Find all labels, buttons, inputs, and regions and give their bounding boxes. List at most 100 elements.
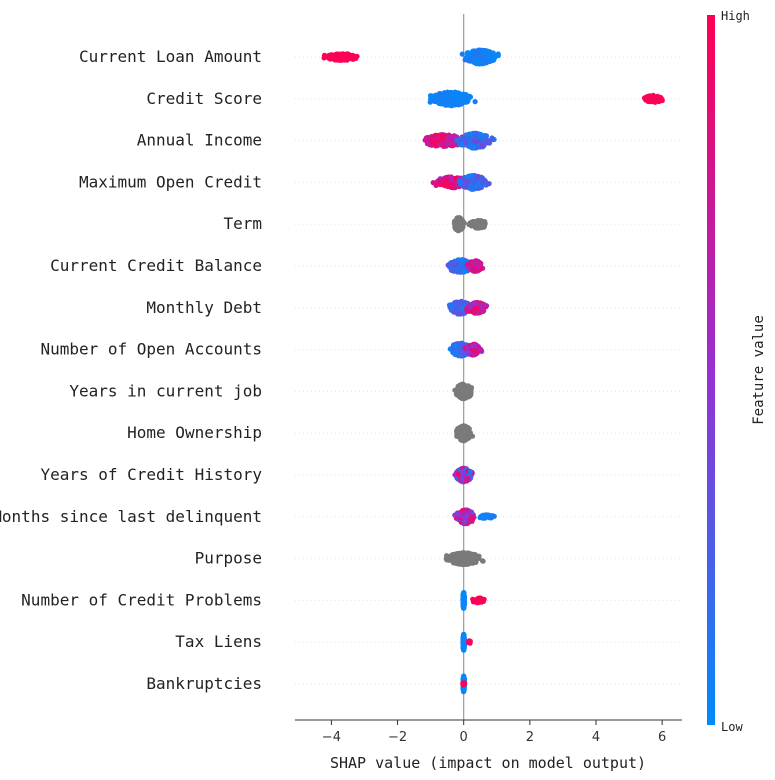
- feature-label: Number of Open Accounts: [40, 340, 262, 359]
- feature-label: Current Credit Balance: [50, 256, 262, 275]
- shap-point: [453, 560, 459, 567]
- feature-row-points: [460, 590, 487, 611]
- feature-label: Tax Liens: [175, 632, 262, 651]
- shap-point: [472, 131, 478, 137]
- shap-point: [473, 350, 479, 356]
- shap-point: [457, 225, 463, 231]
- shap-point: [469, 184, 475, 190]
- shap-point: [487, 49, 493, 55]
- feature-row-points: [427, 89, 665, 109]
- shap-point: [465, 173, 471, 179]
- x-tick-label: −4: [322, 730, 341, 745]
- shap-point: [459, 350, 465, 356]
- shap-point: [453, 309, 459, 315]
- shap-point: [449, 135, 455, 141]
- shap-point: [449, 553, 455, 560]
- shap-point: [461, 392, 467, 398]
- shap-point: [461, 590, 467, 597]
- shap-point: [460, 510, 467, 516]
- feature-row-points: [451, 215, 488, 234]
- feature-row-points: [446, 298, 490, 317]
- shap-point: [474, 224, 480, 230]
- shap-point: [467, 261, 473, 268]
- shap-point: [445, 183, 451, 190]
- shap-point: [462, 561, 468, 567]
- x-tick-label: 2: [526, 730, 534, 745]
- shap-point: [460, 91, 466, 97]
- shap-point: [456, 428, 462, 434]
- shap-point: [460, 269, 466, 275]
- shap-point: [473, 135, 479, 141]
- shap-point: [430, 180, 436, 186]
- shap-point: [429, 139, 435, 145]
- feature-label: Years of Credit History: [40, 465, 262, 484]
- shap-point: [455, 391, 461, 397]
- feature-label: Annual Income: [137, 131, 262, 150]
- shap-point: [333, 57, 339, 63]
- shap-point: [475, 309, 481, 315]
- shap-point: [437, 181, 443, 188]
- shap-point: [429, 134, 436, 140]
- shap-point: [452, 176, 458, 182]
- shap-point: [472, 265, 478, 271]
- shap-point: [458, 262, 464, 268]
- colorbar: High Low Feature value: [707, 9, 767, 734]
- shap-point: [649, 95, 656, 101]
- x-tick-label: 6: [658, 730, 666, 745]
- shap-point: [473, 301, 479, 307]
- shap-point: [425, 135, 431, 141]
- shap-point: [454, 137, 460, 143]
- shap-point: [473, 52, 479, 58]
- shap-point: [461, 428, 467, 434]
- shap-point: [453, 343, 459, 349]
- feature-label: Term: [223, 214, 262, 233]
- shap-point: [474, 305, 480, 311]
- shap-point: [459, 51, 465, 57]
- shap-point: [454, 556, 460, 562]
- shap-point: [479, 143, 486, 149]
- shap-point: [461, 385, 467, 391]
- feature-row-points: [460, 673, 468, 695]
- shap-point: [479, 512, 485, 519]
- shap-point: [467, 469, 473, 475]
- feature-row-points: [443, 550, 486, 568]
- shap-point: [464, 179, 470, 185]
- feature-label: Credit Score: [146, 89, 262, 108]
- shap-point: [480, 558, 486, 564]
- shap-point: [479, 224, 485, 231]
- shap-point: [444, 138, 450, 144]
- colorbar-low-label: Low: [721, 720, 743, 734]
- feature-row-points: [452, 465, 475, 485]
- shap-point: [465, 557, 471, 563]
- shap-point: [448, 174, 454, 180]
- shap-point: [479, 179, 485, 185]
- shap-point: [433, 143, 439, 149]
- shap-point: [459, 469, 465, 475]
- feature-row-points: [430, 172, 492, 192]
- shap-point: [452, 225, 458, 232]
- shap-point: [445, 102, 451, 108]
- shap-point: [464, 507, 470, 513]
- shap-point: [455, 347, 461, 353]
- beeswarm-points: [321, 47, 665, 695]
- shap-point: [462, 57, 468, 63]
- x-axis-title: SHAP value (impact on model output): [330, 754, 646, 772]
- shap-point: [450, 92, 456, 98]
- shap-point: [439, 134, 445, 140]
- feature-row-points: [422, 130, 497, 151]
- shap-point: [471, 144, 477, 150]
- shap-point: [463, 184, 469, 190]
- shap-point: [463, 435, 469, 441]
- shap-point: [444, 92, 450, 98]
- feature-row-points: [452, 381, 475, 402]
- shap-point: [444, 553, 450, 559]
- colorbar-gradient: [707, 15, 715, 725]
- shap-point: [489, 136, 495, 143]
- x-axis: −4 −2 0 2 4 6: [295, 719, 682, 745]
- shap-point: [339, 56, 345, 62]
- feature-label: Purpose: [195, 549, 262, 568]
- shap-point: [468, 389, 474, 395]
- shap-point: [467, 57, 473, 63]
